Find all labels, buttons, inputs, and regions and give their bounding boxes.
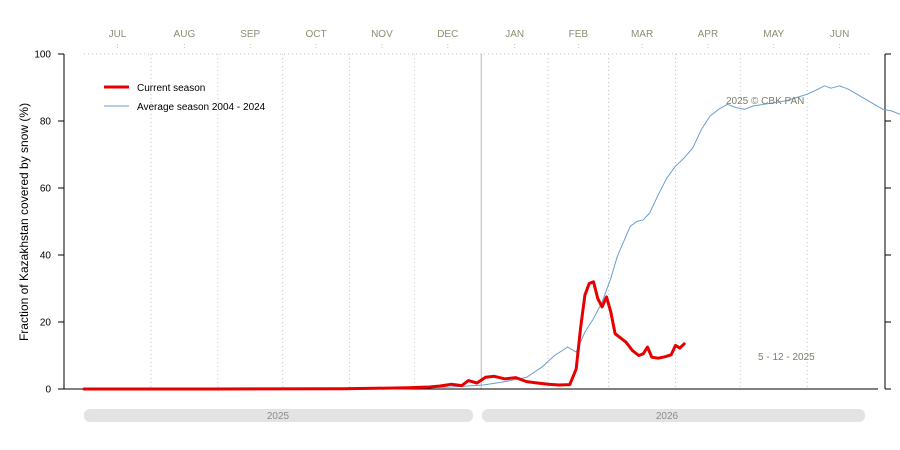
month-label: JUN [830,29,849,40]
month-label: FEB [569,29,589,40]
month-label: NOV [371,29,393,40]
grid-lines [84,53,872,389]
month-label: SEP [240,29,260,40]
legend-label-average: Average season 2004 - 2024 [137,102,266,113]
year-bars: 2025 2026 [84,409,865,422]
month-label: MAR [631,29,653,40]
legend: Current season Average season 2004 - 202… [104,83,266,113]
y-tick-label: 100 [34,50,51,61]
year-bar-2026 [482,409,865,422]
y-axis-label: Fraction of Kazakhstan covered by snow (… [17,103,31,341]
y-tick-label: 40 [40,251,52,262]
copyright-annotation: 2025 © CBK PAN [726,96,804,107]
y-axis: 0 20 40 60 80 100 [34,50,891,396]
month-label: MAY [763,29,784,40]
y-tick-label: 60 [40,184,52,195]
year-label-2025: 2025 [267,411,290,422]
month-label: JAN [505,29,524,40]
month-label: JUL [109,29,127,40]
y-tick-label: 80 [40,117,52,128]
month-label: AUG [174,29,196,40]
month-label: OCT [306,29,327,40]
series-lines [82,85,900,391]
month-labels: JUL AUG SEP OCT NOV DEC JAN FEB MAR APR MAY JUN [109,29,849,49]
y-tick-label: 0 [45,385,51,396]
y-tick-label: 20 [40,318,52,329]
series-line-average [83,85,900,390]
series-line-current [82,280,686,391]
year-bar-2025 [84,409,473,422]
date-annotation: 5 - 12 - 2025 [758,352,815,363]
month-label: DEC [437,29,458,40]
legend-label-current: Current season [137,83,205,94]
month-label: APR [698,29,719,40]
year-label-2026: 2026 [656,411,679,422]
